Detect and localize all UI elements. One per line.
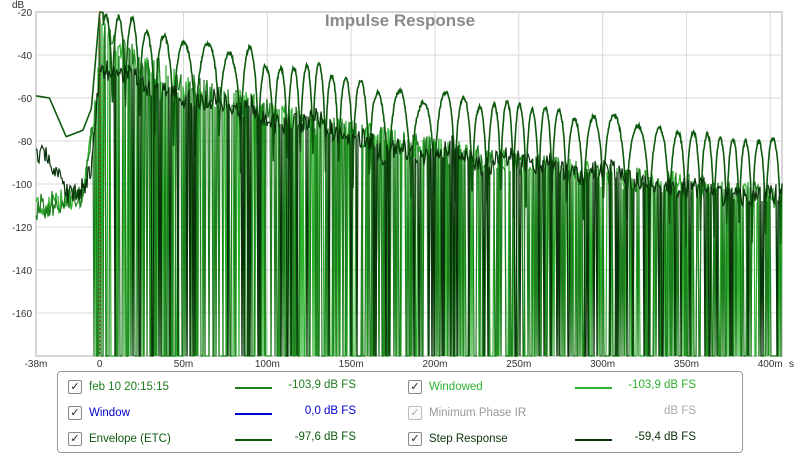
legend-label: Windowed	[429, 381, 483, 393]
legend-value: -97,6 dB FS	[294, 431, 356, 443]
checkbox-checked-icon[interactable]: ✓	[68, 406, 82, 420]
x-tick-label: 250m	[506, 359, 531, 370]
y-tick-label: -60	[18, 94, 33, 105]
legend-item-step-response[interactable]: ✓ Step Response	[408, 429, 508, 449]
y-tick-label: -40	[18, 51, 33, 62]
legend-item-minimum-phase[interactable]: ✓ Minimum Phase IR	[408, 403, 526, 423]
checkbox-checked-icon[interactable]: ✓	[408, 380, 422, 394]
x-tick-label: -38m	[25, 359, 48, 370]
checkbox-checked-icon[interactable]: ✓	[68, 432, 82, 446]
y-tick-label: -80	[18, 137, 33, 148]
x-tick-label: 50m	[174, 359, 193, 370]
legend-item-measurement[interactable]: ✓ feb 10 20:15:15	[68, 377, 169, 397]
traces	[35, 11, 783, 357]
legend-label: Minimum Phase IR	[429, 407, 527, 419]
legend-label: Envelope (ETC)	[89, 433, 171, 445]
y-tick-label: -100	[12, 180, 32, 191]
legend-label: Window	[89, 407, 130, 419]
y-tick-label: -140	[12, 266, 32, 277]
legend-item-window[interactable]: ✓ Window	[68, 403, 130, 423]
x-tick-label: 350m	[674, 359, 699, 370]
impulse-response-chart: Impulse Response dB -20 -40 -60 -80 -100 -120…	[12, 0, 794, 370]
legend-swatch	[575, 387, 612, 389]
y-tick-labels: -20 -40 -60 -80 -100 -120 -140 -160	[12, 8, 32, 320]
checkbox-checked-icon[interactable]: ✓	[408, 432, 422, 446]
legend-swatch	[235, 413, 272, 415]
y-axis-unit: dB	[12, 0, 25, 11]
x-tick-label: 200m	[422, 359, 447, 370]
legend-swatch	[575, 439, 612, 441]
x-axis-unit: s	[789, 359, 794, 370]
legend-value: -59,4 dB FS	[634, 431, 696, 443]
legend-swatch	[235, 387, 272, 389]
legend-value: -103,9 dB FS	[288, 379, 356, 391]
legend-label: Step Response	[429, 433, 508, 445]
x-tick-label: 100m	[255, 359, 280, 370]
legend-value: -103,9 dB FS	[628, 379, 696, 391]
x-tick-label: 400m	[758, 359, 783, 370]
chart-title: Impulse Response	[325, 11, 475, 30]
legend-value: 0,0 dB FS	[304, 405, 356, 417]
legend: ✓ feb 10 20:15:15 -103,9 dB FS ✓ Window …	[57, 371, 743, 453]
trace-etc	[35, 11, 783, 248]
trace-step-response	[35, 60, 783, 357]
x-tick-label: 300m	[590, 359, 615, 370]
legend-item-windowed[interactable]: ✓ Windowed	[408, 377, 483, 397]
x-tick-label: 0	[97, 359, 103, 370]
legend-value: dB FS	[664, 405, 696, 417]
legend-item-etc[interactable]: ✓ Envelope (ETC)	[68, 429, 171, 449]
checkbox-checked-icon[interactable]: ✓	[68, 380, 82, 394]
legend-swatch	[235, 439, 272, 441]
x-tick-labels: -38m 0 50m 100m 150m 200m 250m 300m 350m 400m	[25, 359, 783, 370]
y-tick-label: -20	[18, 8, 33, 19]
y-tick-label: -160	[12, 309, 32, 320]
y-tick-label: -120	[12, 223, 32, 234]
x-tick-label: 150m	[339, 359, 364, 370]
legend-label: feb 10 20:15:15	[89, 381, 169, 393]
checkbox-disabled-icon[interactable]: ✓	[408, 406, 422, 420]
